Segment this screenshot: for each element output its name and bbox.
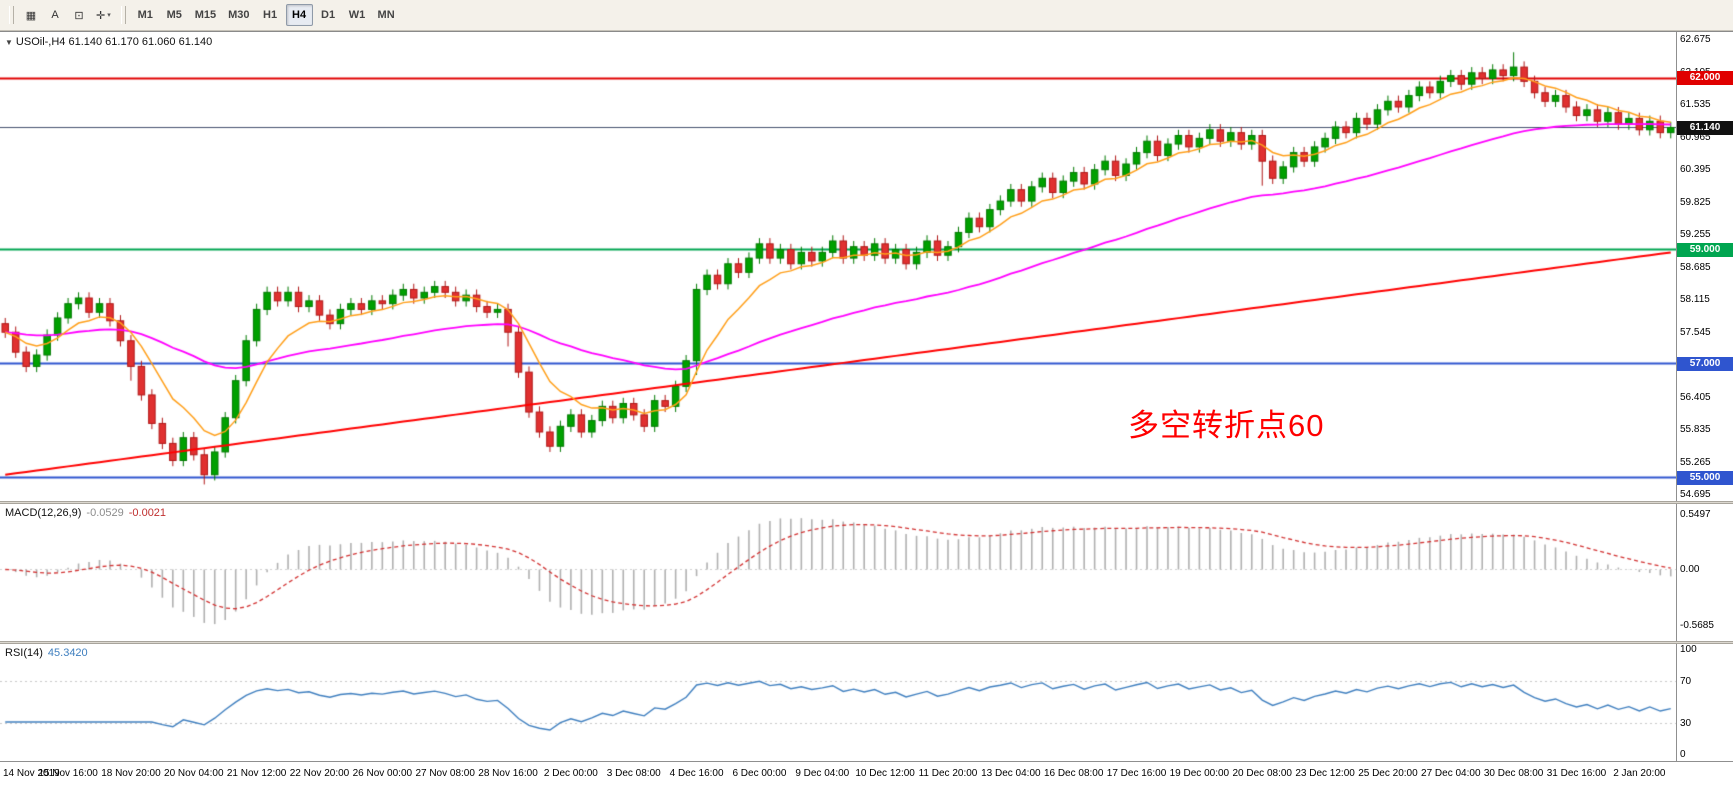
rsi-tick: 30 <box>1680 717 1692 729</box>
rsi-tick: 100 <box>1680 644 1697 655</box>
time-label: 11 Dec 20:00 <box>918 768 978 779</box>
chart-window: 62.67562.10561.53560.96560.39559.82559.2… <box>0 31 1733 795</box>
level-badge: 55.000 <box>1677 470 1733 485</box>
timeframe-button-H1[interactable]: H1 <box>263 9 278 21</box>
timeframe-button-D1[interactable]: D1 <box>321 9 336 21</box>
crosshair-tool-button[interactable]: ✛ ▾ <box>96 9 111 22</box>
price-tick: 59.255 <box>1680 229 1711 240</box>
timeframe-button-MN[interactable]: MN <box>377 9 395 21</box>
time-label: 22 Nov 20:00 <box>289 768 350 779</box>
time-label: 2 Dec 00:00 <box>543 768 598 779</box>
rsi-axis[interactable]: 100 70 30 0 <box>1676 644 1733 761</box>
macd-chart-canvas[interactable] <box>0 504 1676 641</box>
level-badge: 57.000 <box>1677 356 1733 371</box>
quick-menu-arrow-icon[interactable]: ▼ <box>5 38 13 47</box>
frame-tool-button[interactable]: ⊡ <box>74 9 84 22</box>
rsi-name: RSI(14) <box>5 647 43 659</box>
time-label: 15 Nov 16:00 <box>38 768 98 779</box>
price-tick: 59.825 <box>1680 196 1711 208</box>
macd-value-main: -0.0529 <box>86 507 124 519</box>
time-label: 16 Dec 08:00 <box>1043 768 1104 779</box>
current-price-badge: 61.140 <box>1677 120 1733 135</box>
time-label: 4 Dec 16:00 <box>669 768 724 779</box>
chart-annotation-text[interactable]: 多空转折点60 <box>1128 408 1325 443</box>
time-axis[interactable]: 14 Nov 2019 15 Nov 16:00 18 Nov 20:00 20 No… <box>0 761 1733 795</box>
rsi-chart-canvas[interactable] <box>0 644 1676 761</box>
macd-tick: 0.00 <box>1680 563 1700 575</box>
price-chart-canvas[interactable] <box>0 32 1676 501</box>
time-label: 18 Nov 20:00 <box>101 768 161 779</box>
timeframe-button-M5[interactable]: M5 <box>166 9 182 21</box>
toolbar-grip[interactable] <box>9 6 14 24</box>
price-tick: 60.965 <box>1680 131 1711 143</box>
time-label: 27 Nov 08:00 <box>415 768 475 779</box>
rsi-tick: 70 <box>1680 675 1692 687</box>
time-label: 6 Dec 00:00 <box>732 768 787 779</box>
symbol-ohlc-text: USOil-,H4 61.140 61.170 61.060 61.140 <box>15 36 213 48</box>
time-label: 2 Jan 20:00 <box>1613 768 1666 779</box>
dropdown-caret-icon: ▾ <box>107 12 111 19</box>
price-tick: 55.265 <box>1680 456 1711 468</box>
price-tick: 56.405 <box>1680 391 1711 403</box>
macd-tick: -0.5685 <box>1680 619 1714 631</box>
time-label: 21 Nov 12:00 <box>226 768 287 779</box>
rsi-panel: 100 70 30 0 RSI(14) 45.3420 <box>0 644 1733 761</box>
level-badge: 62.000 <box>1677 71 1733 86</box>
symbol-ohlc-label: ▼ USOil-,H4 61.140 61.170 61.060 61.140 <box>5 36 212 48</box>
macd-label: MACD(12,26,9) -0.0529 -0.0021 <box>5 507 166 519</box>
price-tick: 61.535 <box>1680 99 1711 110</box>
rsi-tick: 0 <box>1680 749 1686 760</box>
time-label: 17 Dec 16:00 <box>1106 768 1167 779</box>
charts-grid-button[interactable]: ▦ <box>25 9 37 22</box>
price-tick: 57.545 <box>1680 326 1711 338</box>
price-tick: 60.395 <box>1680 164 1711 175</box>
time-label: 30 Dec 08:00 <box>1483 768 1544 779</box>
time-label: 3 Dec 08:00 <box>606 768 661 779</box>
time-label: 27 Dec 04:00 <box>1421 768 1481 779</box>
macd-tick: 0.5497 <box>1680 508 1711 520</box>
price-tick: 58.115 <box>1680 294 1710 305</box>
price-tick: 54.695 <box>1680 489 1711 500</box>
timeframe-button-W1[interactable]: W1 <box>348 9 366 21</box>
price-tick: 58.685 <box>1680 261 1711 273</box>
time-label: 14 Nov 2019 <box>3 768 60 779</box>
timeframe-button-M15[interactable]: M15 <box>194 9 217 21</box>
time-label: 19 Dec 00:00 <box>1169 768 1230 779</box>
macd-axis[interactable]: 0.5497 0.00 -0.5685 <box>1676 504 1733 641</box>
price-tick: 62.675 <box>1680 34 1711 45</box>
rsi-label: RSI(14) 45.3420 <box>5 647 88 659</box>
time-label: 25 Dec 20:00 <box>1358 768 1418 779</box>
time-label: 13 Dec 04:00 <box>981 768 1041 779</box>
time-label: 10 Dec 12:00 <box>855 768 915 779</box>
price-tick: 55.835 <box>1680 424 1711 435</box>
timeframe-button-H4[interactable]: H4 <box>285 4 313 26</box>
panel-separator[interactable] <box>0 501 1733 504</box>
time-label: 28 Nov 16:00 <box>478 768 538 779</box>
time-label: 20 Dec 08:00 <box>1232 768 1292 779</box>
macd-name: MACD(12,26,9) <box>5 507 82 519</box>
price-panel: 62.67562.10561.53560.96560.39559.82559.2… <box>0 32 1733 501</box>
timeframe-button-M30[interactable]: M30 <box>228 9 250 21</box>
toolbar: ▦ A ⊡ ✛ ▾ M1 M5 M15 M30 H1 H4 D1 W1 MN <box>0 0 1733 31</box>
macd-panel: 0.5497 0.00 -0.5685 MACD(12,26,9) -0.0529 -0… <box>0 504 1733 641</box>
level-badge: 59.000 <box>1677 242 1733 257</box>
toolbar-grip-2[interactable] <box>120 6 126 24</box>
time-label: 23 Dec 12:00 <box>1295 768 1355 779</box>
panel-separator-2[interactable] <box>0 641 1733 644</box>
timeframe-button-M1[interactable]: M1 <box>137 9 153 21</box>
time-label: 20 Nov 04:00 <box>164 768 224 779</box>
macd-value-signal: -0.0021 <box>128 507 167 519</box>
time-label: 31 Dec 16:00 <box>1546 768 1607 779</box>
text-tool-button[interactable]: A <box>51 9 59 21</box>
time-label: 9 Dec 04:00 <box>795 768 850 779</box>
time-label: 26 Nov 00:00 <box>352 768 413 779</box>
price-axis[interactable]: 62.67562.10561.53560.96560.39559.82559.2… <box>1676 32 1733 501</box>
rsi-value: 45.3420 <box>47 647 88 659</box>
